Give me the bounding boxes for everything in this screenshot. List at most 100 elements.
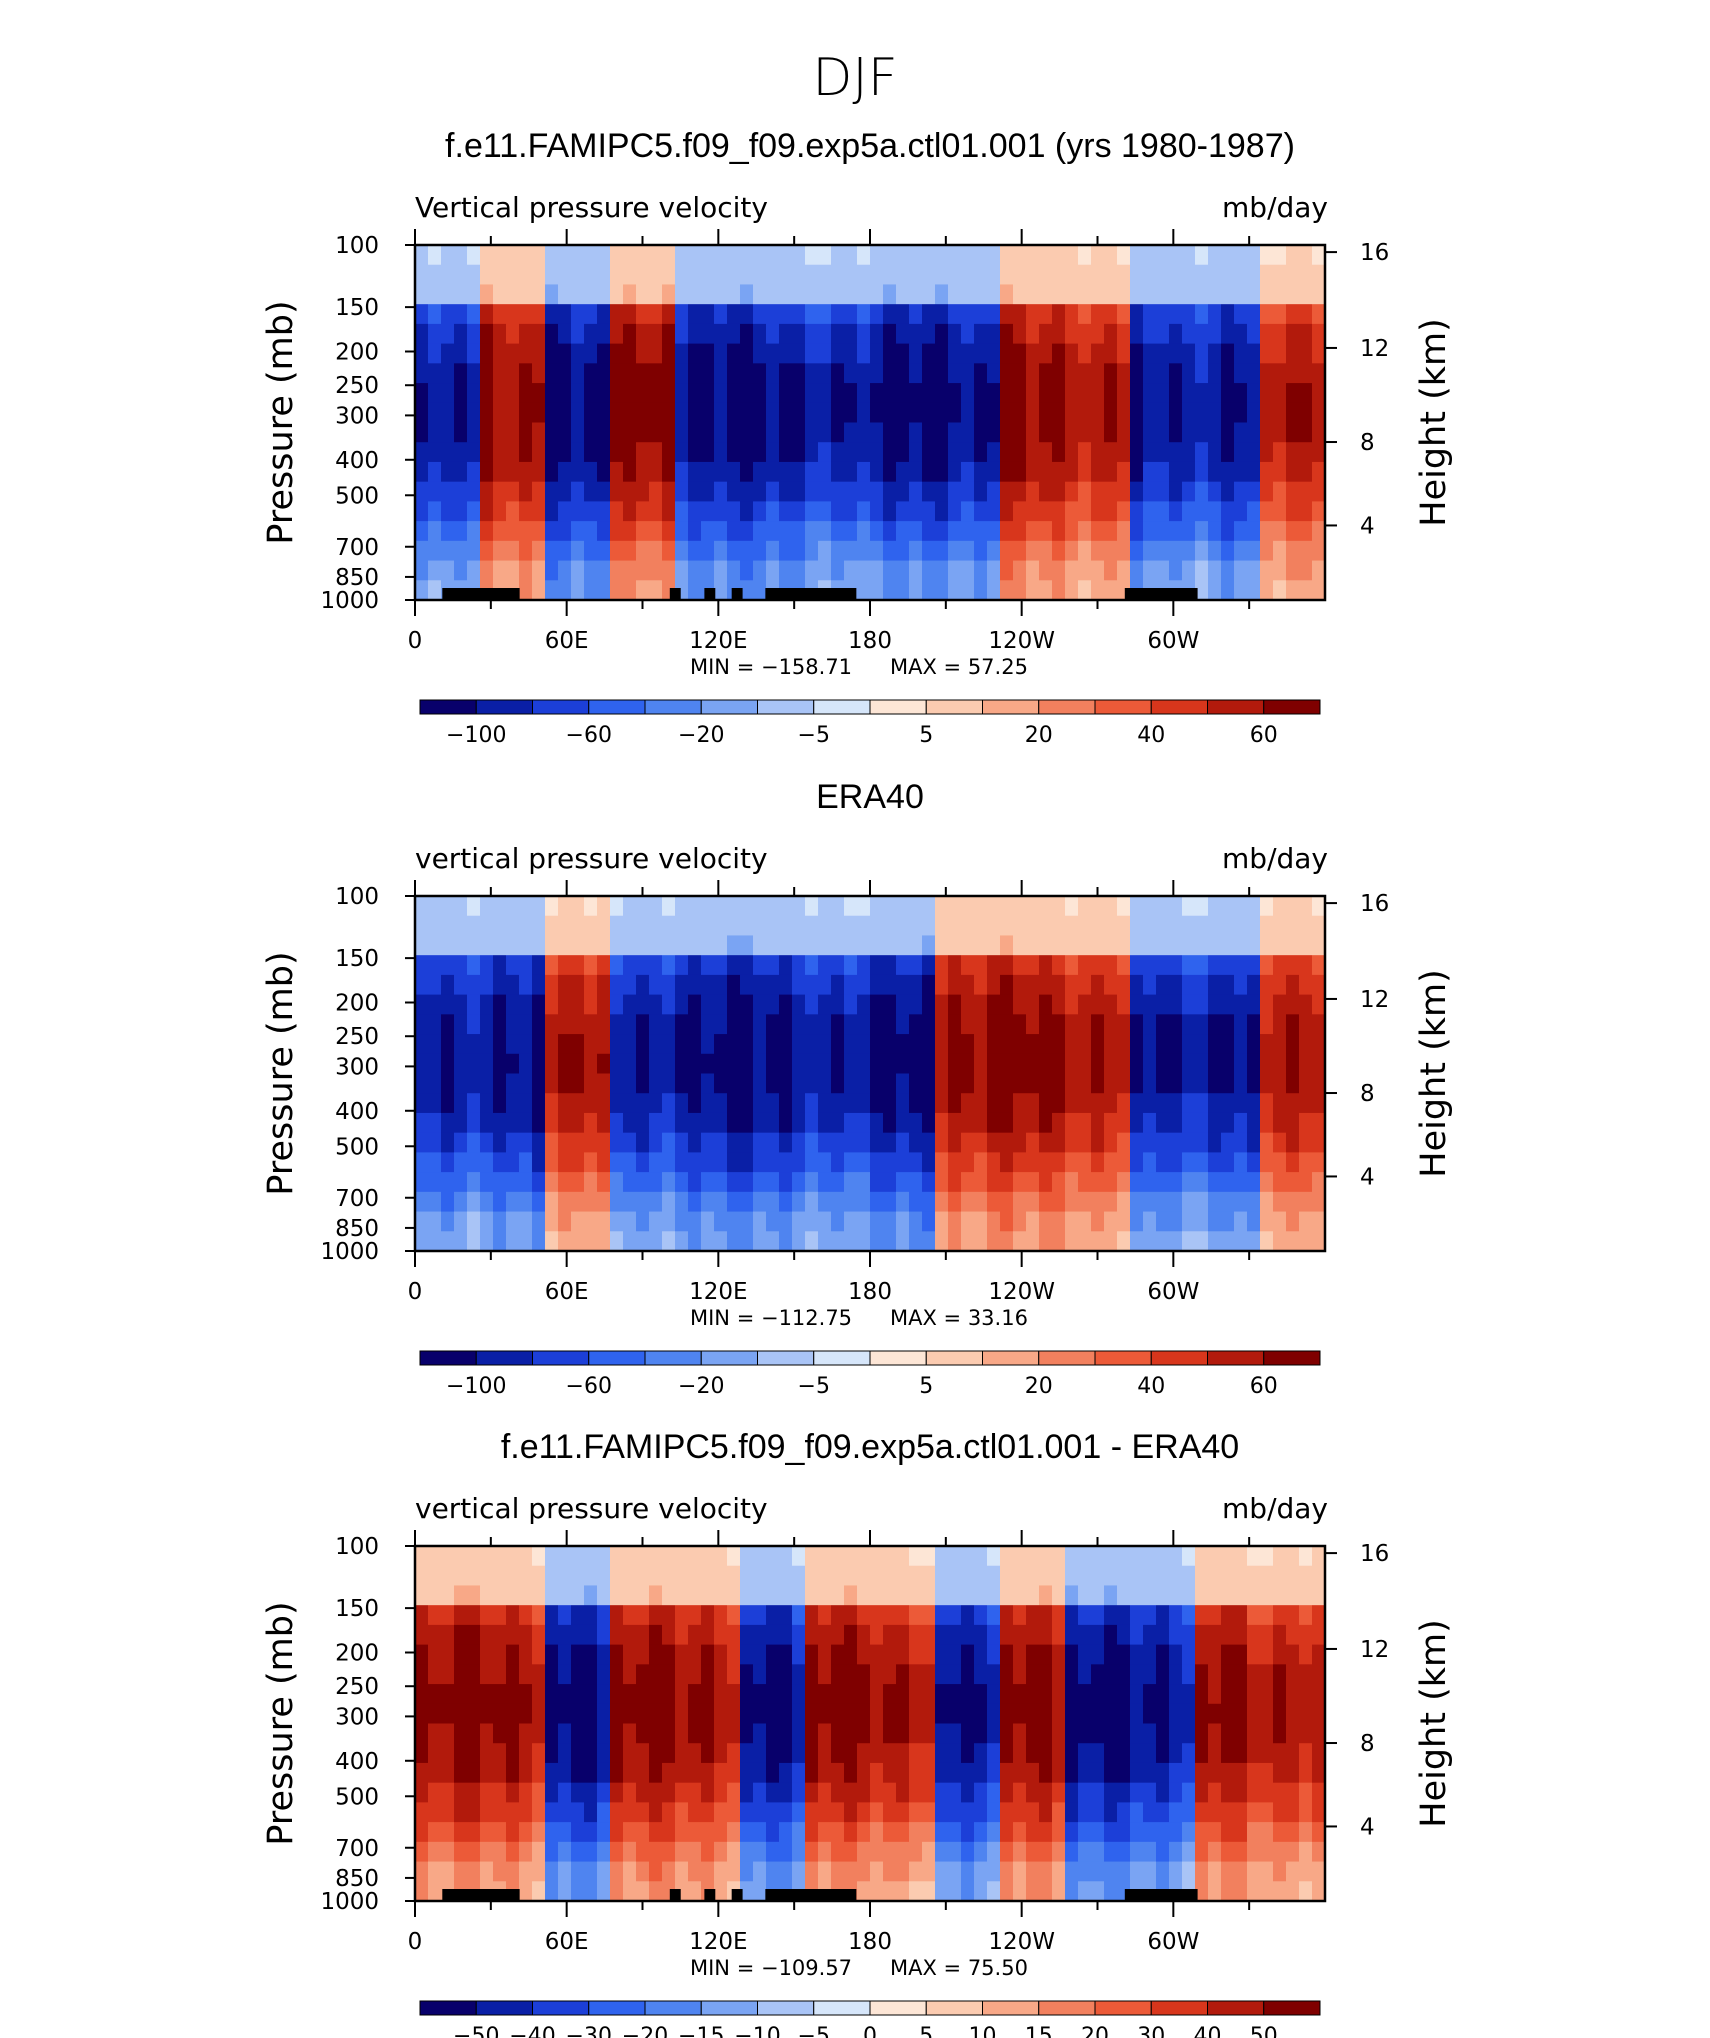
field-cell — [1117, 1664, 1131, 1685]
field-cell — [883, 1053, 897, 1075]
field-cell — [675, 1644, 689, 1665]
field-cell — [1104, 1802, 1118, 1823]
field-cell — [701, 1624, 715, 1646]
field-cell — [1247, 1191, 1261, 1213]
field-cell — [844, 343, 858, 364]
field-cell — [545, 1822, 559, 1843]
field-cell — [1013, 1231, 1027, 1252]
field-cell — [1299, 304, 1313, 325]
field-cell — [506, 974, 520, 996]
field-cell — [922, 1782, 936, 1803]
field-cell — [922, 1172, 936, 1193]
field-cell — [662, 422, 676, 443]
field-cell — [883, 1782, 897, 1803]
field-cell — [1000, 1664, 1014, 1685]
field-cell — [1156, 1762, 1170, 1784]
field-cell — [545, 1191, 559, 1213]
field-cell — [467, 560, 481, 581]
field-cell — [1299, 1723, 1313, 1744]
field-cell — [662, 1014, 676, 1035]
field-cell — [1182, 1034, 1196, 1055]
field-cell — [1026, 1782, 1040, 1803]
field-cell — [935, 284, 949, 305]
field-cell — [857, 1881, 871, 1902]
field-cell — [519, 1841, 533, 1863]
field-cell — [1104, 1034, 1118, 1055]
field-cell — [805, 1211, 819, 1232]
field-cell — [948, 1822, 962, 1843]
field-cell — [1273, 1191, 1287, 1213]
field-cell — [922, 1881, 936, 1902]
field-cell — [532, 1743, 546, 1764]
field-cell — [623, 1624, 637, 1646]
field-cell — [506, 1605, 520, 1626]
field-cell — [532, 1585, 546, 1606]
field-cell — [558, 1841, 572, 1863]
max-text: MAX = 75.50 — [890, 1956, 1028, 1980]
field-cell — [545, 1861, 559, 1882]
field-cell — [662, 1093, 676, 1114]
units-label: mb/day — [1222, 191, 1328, 224]
field-cell — [623, 1822, 637, 1843]
field-cell — [636, 343, 650, 364]
field-cell — [1299, 1822, 1313, 1843]
field-cell — [1195, 1014, 1209, 1035]
field-cell — [1234, 304, 1248, 325]
field-cell — [623, 1605, 637, 1626]
field-cell — [675, 1841, 689, 1863]
field-cell — [545, 461, 559, 483]
field-cell — [1286, 1762, 1300, 1784]
field-cell — [1195, 560, 1209, 581]
field-cell — [727, 1782, 741, 1803]
field-cell — [896, 1112, 910, 1134]
field-cell — [441, 560, 455, 581]
field-cell — [532, 461, 546, 483]
field-cell — [1000, 1172, 1014, 1193]
field-cell — [1195, 1822, 1209, 1843]
field-cell — [1065, 304, 1079, 325]
terrain-block — [442, 1889, 520, 1901]
field-cell — [662, 442, 676, 463]
field-cell — [688, 1191, 702, 1213]
field-cell — [948, 540, 962, 562]
field-cell — [558, 1802, 572, 1823]
field-cell — [597, 402, 611, 424]
field-cell — [935, 1191, 949, 1213]
field-cell — [493, 1211, 507, 1232]
field-cell — [948, 1703, 962, 1725]
field-cell — [454, 560, 468, 581]
field-cell — [909, 1624, 923, 1646]
field-cell — [1299, 580, 1313, 601]
colorbar-swatch — [925, 1350, 983, 1366]
field-cell — [818, 383, 832, 404]
field-cell — [766, 540, 780, 562]
field-cell — [740, 974, 754, 996]
field-cell — [597, 304, 611, 325]
field-cell — [688, 1624, 702, 1646]
field-cell — [857, 442, 871, 463]
field-cell — [1013, 580, 1027, 601]
field-cell — [766, 955, 780, 976]
field-cell — [545, 1132, 559, 1153]
field-cell — [688, 481, 702, 502]
field-cell — [506, 245, 520, 266]
field-cell — [909, 1546, 923, 1567]
field-cell — [883, 1822, 897, 1843]
field-cell — [1104, 1624, 1118, 1646]
field-cell — [779, 935, 793, 956]
field-cell — [506, 1014, 520, 1035]
field-cell — [1156, 915, 1170, 937]
field-cell — [896, 994, 910, 1015]
field-cell — [1169, 935, 1183, 956]
field-cell — [441, 1624, 455, 1646]
colorbar-swatch — [644, 2000, 702, 2016]
field-cell — [454, 955, 468, 976]
field-cell — [506, 1664, 520, 1685]
field-cell — [805, 422, 819, 443]
field-cell — [454, 1684, 468, 1705]
field-cell — [844, 1546, 858, 1567]
field-cell — [961, 974, 975, 996]
field-cell — [961, 245, 975, 266]
field-cell — [766, 994, 780, 1015]
